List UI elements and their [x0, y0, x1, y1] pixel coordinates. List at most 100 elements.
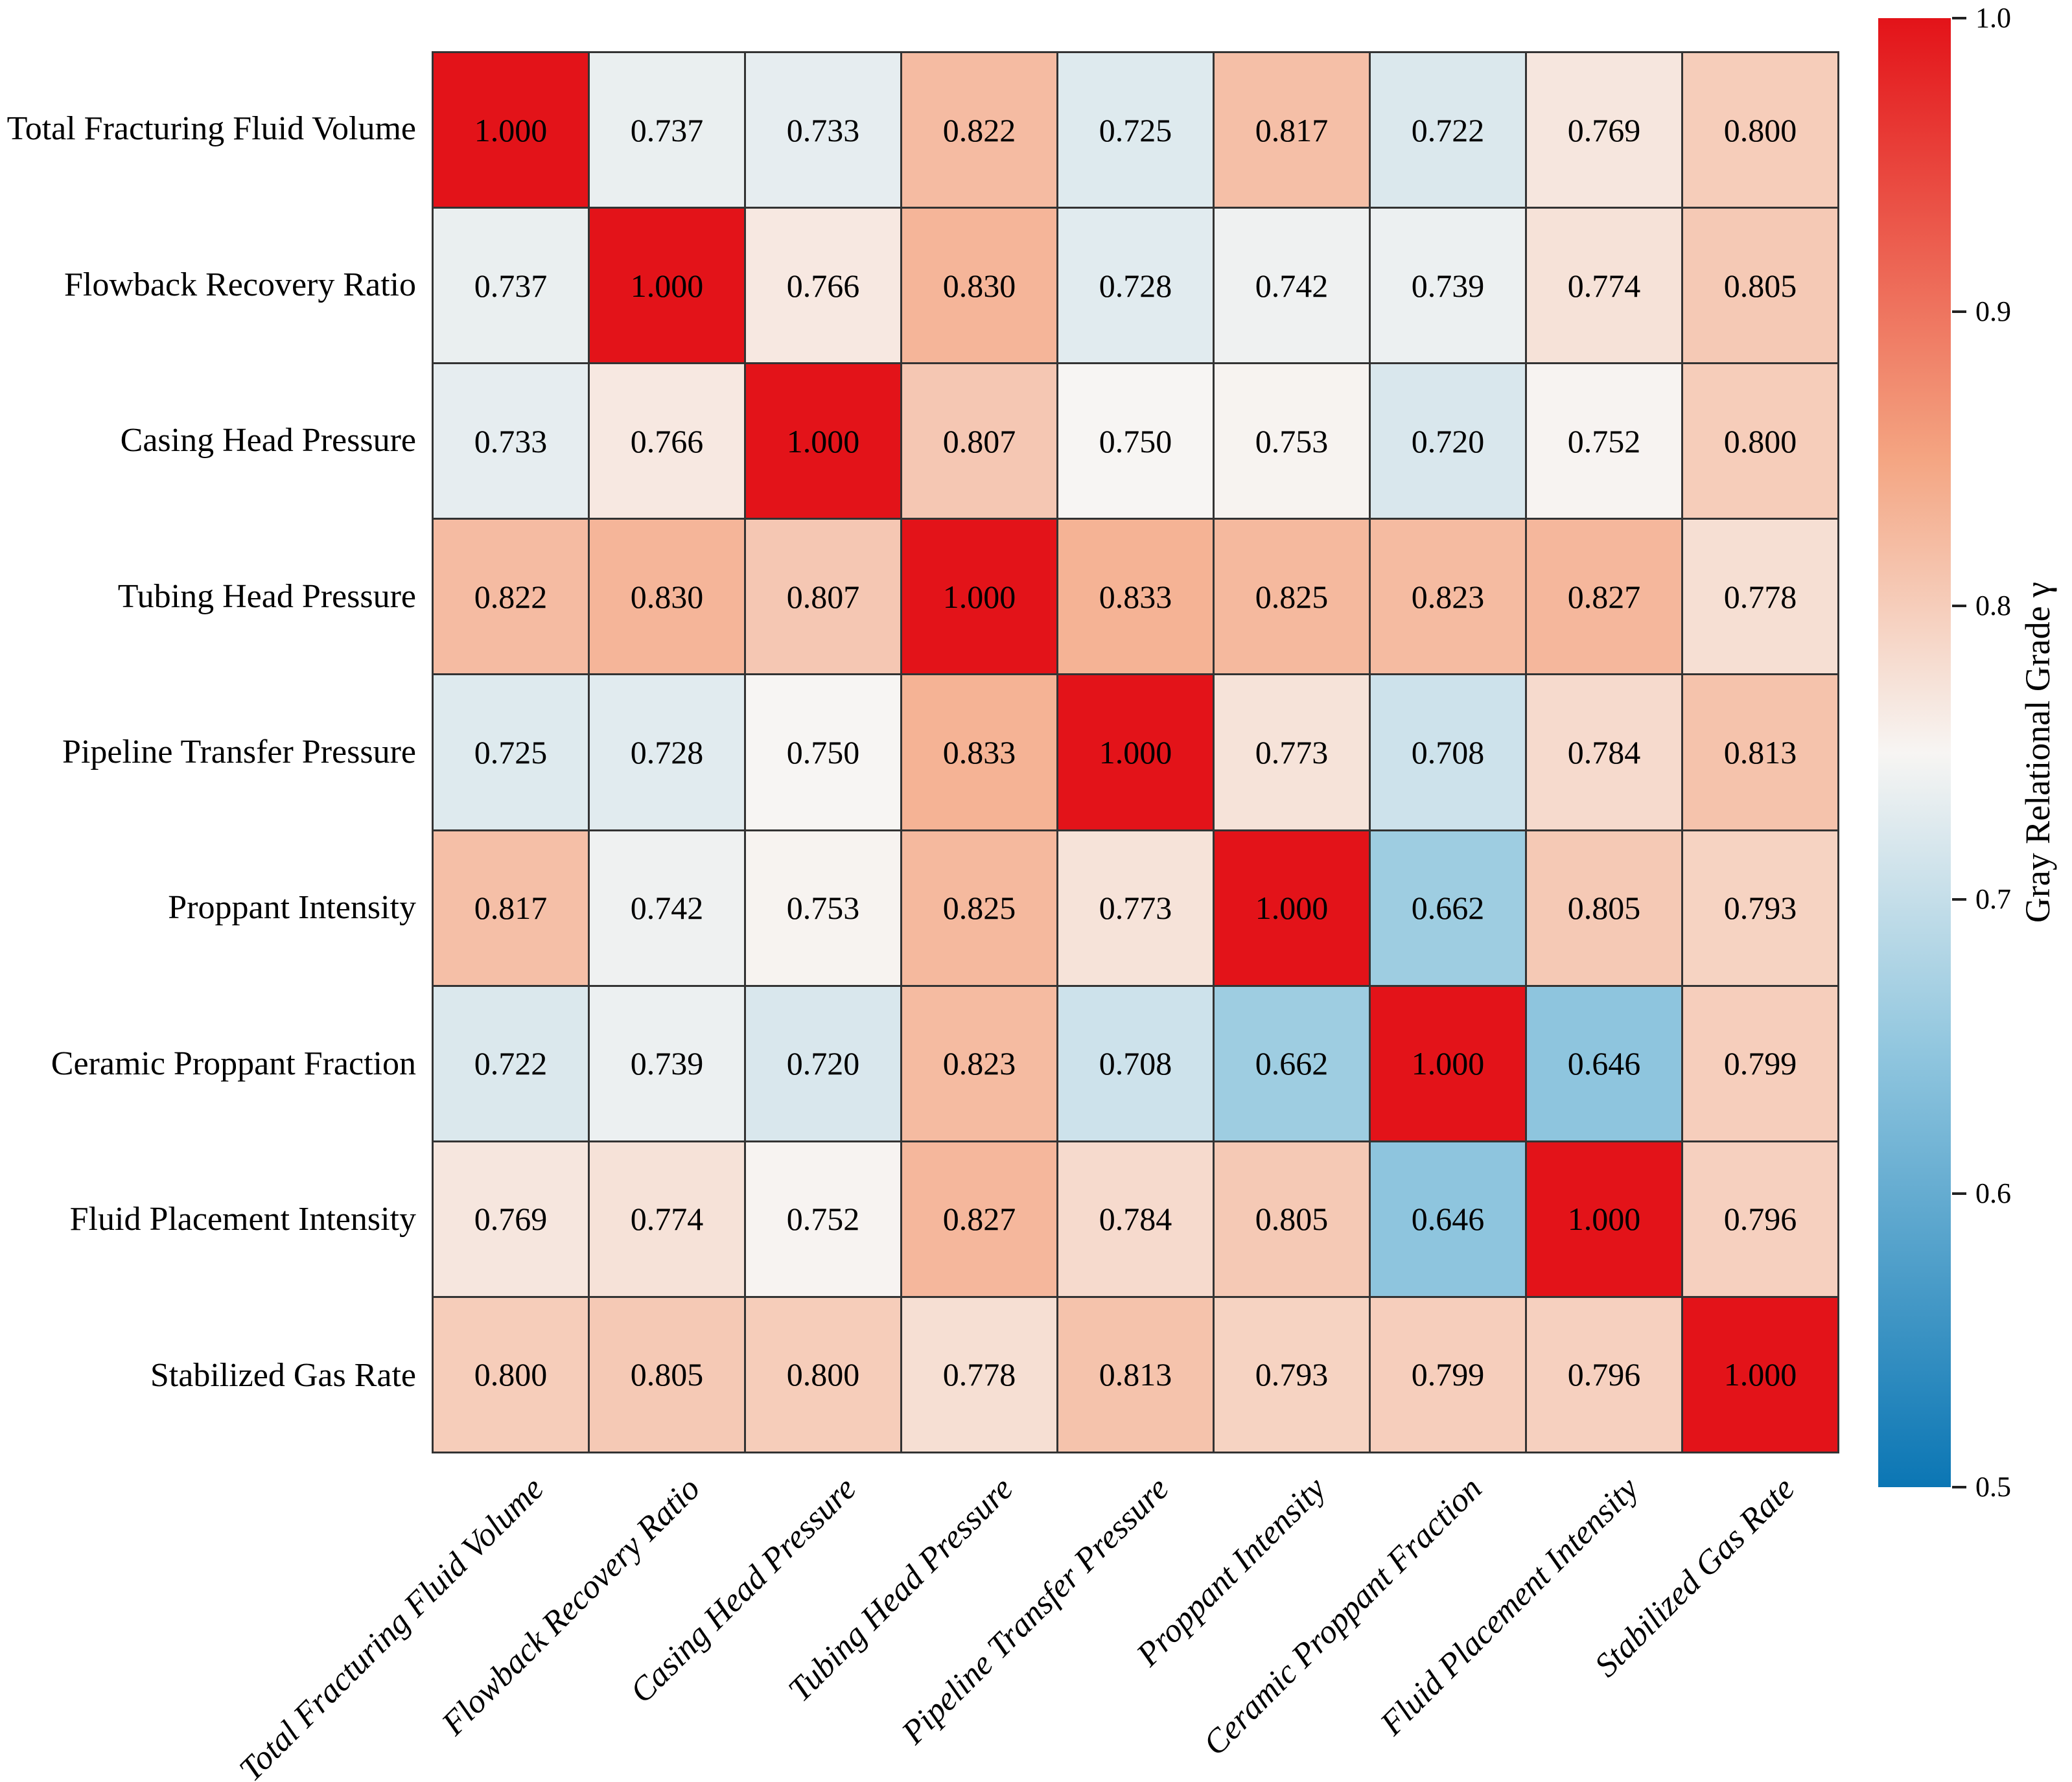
heatmap-cell: 1.000 [590, 209, 744, 363]
heatmap-cell: 0.793 [1683, 831, 1837, 985]
colorbar-tick-label: 1.0 [1975, 2, 2011, 34]
heatmap-cell: 1.000 [1371, 986, 1525, 1140]
heatmap-cell: 0.725 [434, 675, 588, 829]
heatmap-cell: 0.800 [1683, 53, 1837, 207]
heatmap-cell: 0.793 [1215, 1297, 1369, 1452]
heatmap-cell: 1.000 [434, 53, 588, 207]
heatmap-cell: 0.769 [1527, 53, 1681, 207]
heatmap-cell: 0.807 [902, 364, 1056, 518]
heatmap-cell: 1.000 [746, 364, 900, 518]
heatmap-cell: 0.830 [590, 520, 744, 674]
colorbar [1878, 18, 1951, 1487]
heatmap-cell: 0.662 [1371, 831, 1525, 985]
heatmap-cell: 0.805 [1683, 209, 1837, 363]
heatmap-cell: 0.720 [746, 986, 900, 1140]
heatmap-cell: 0.708 [1058, 986, 1213, 1140]
colorbar-tick-label: 0.9 [1975, 295, 2011, 328]
heatmap-cell: 0.817 [1215, 53, 1369, 207]
y-axis-label: Flowback Recovery Ratio [64, 266, 416, 303]
x-axis-label: Fluid Placement Intensity [1373, 1470, 1646, 1742]
heatmap-cell: 0.646 [1527, 986, 1681, 1140]
colorbar-tick-label: 0.6 [1975, 1177, 2011, 1209]
heatmap-cell: 1.000 [1058, 675, 1213, 829]
heatmap-cell: 0.774 [1527, 209, 1681, 363]
heatmap-grid: 1.000 0.737 0.733 0.822 0.725 0.817 0.722 0.769… [432, 51, 1839, 1453]
heatmap-cell: 0.728 [590, 675, 744, 829]
heatmap-cell: 0.784 [1058, 1142, 1213, 1296]
heatmap-cell: 0.742 [590, 831, 744, 985]
heatmap-cell: 0.800 [1683, 364, 1837, 518]
heatmap-cell: 0.722 [434, 986, 588, 1140]
y-axis-label: Tubing Head Pressure [117, 577, 416, 615]
heatmap-cell: 0.827 [1527, 520, 1681, 674]
heatmap-cell: 0.766 [746, 209, 900, 363]
heatmap-cell: 0.737 [434, 209, 588, 363]
heatmap-cell: 0.778 [902, 1297, 1056, 1452]
colorbar-tick-label: 0.7 [1975, 883, 2011, 916]
heatmap-cell: 0.752 [746, 1142, 900, 1296]
heatmap-cell: 0.823 [902, 986, 1056, 1140]
y-axis-label: Ceramic Proppant Fraction [51, 1045, 416, 1082]
heatmap-cell: 1.000 [1215, 831, 1369, 985]
heatmap-cell: 0.722 [1371, 53, 1525, 207]
heatmap-cell: 0.817 [434, 831, 588, 985]
colorbar-tick [1952, 310, 1966, 314]
colorbar-tick [1952, 1192, 1966, 1195]
heatmap-cell: 0.708 [1371, 675, 1525, 829]
heatmap-cell: 0.750 [1058, 364, 1213, 518]
y-axis-label: Proppant Intensity [168, 889, 416, 927]
heatmap-cell: 0.733 [434, 364, 588, 518]
x-axis-label: Ceramic Proppant Fraction [1196, 1470, 1489, 1763]
y-axis-label: Stabilized Gas Rate [150, 1356, 416, 1394]
heatmap-cell: 0.796 [1683, 1142, 1837, 1296]
heatmap-cell: 0.742 [1215, 209, 1369, 363]
colorbar-tick-label: 0.8 [1975, 589, 2011, 621]
heatmap-cell: 0.646 [1371, 1142, 1525, 1296]
heatmap-cell: 0.769 [434, 1142, 588, 1296]
colorbar-tick [1952, 898, 1966, 901]
colorbar-tick [1952, 604, 1966, 607]
colorbar-label-container: Gray Relational Grade γ [2014, 18, 2061, 1487]
heatmap-cell: 0.725 [1058, 53, 1213, 207]
y-axis-label: Fluid Placement Intensity [69, 1201, 416, 1238]
heatmap-cell: 0.733 [746, 53, 900, 207]
colorbar-label: Gray Relational Grade γ [2018, 582, 2057, 923]
heatmap-cell: 0.753 [746, 831, 900, 985]
x-axis-label: Total Fracturing Fluid Volume [232, 1470, 551, 1782]
x-axis-label: Flowback Recovery Ratio [434, 1470, 708, 1742]
heatmap-cell: 0.805 [1215, 1142, 1369, 1296]
heatmap-cell: 0.827 [902, 1142, 1056, 1296]
heatmap-cell: 0.739 [590, 986, 744, 1140]
heatmap-cell: 0.800 [746, 1297, 900, 1452]
heatmap-cell: 0.720 [1371, 364, 1525, 518]
heatmap-cell: 0.822 [434, 520, 588, 674]
heatmap-cell: 0.805 [590, 1297, 744, 1452]
heatmap-cell: 0.753 [1215, 364, 1369, 518]
heatmap-cell: 0.799 [1683, 986, 1837, 1140]
y-axis-label: Total Fracturing Fluid Volume [6, 110, 416, 148]
heatmap-cell: 0.728 [1058, 209, 1213, 363]
heatmap-cell: 0.813 [1683, 675, 1837, 829]
heatmap-cell: 0.833 [1058, 520, 1213, 674]
colorbar-tick [1952, 1486, 1966, 1488]
heatmap-cell: 0.833 [902, 675, 1056, 829]
x-axis-label: Pipeline Transfer Pressure [895, 1470, 1177, 1752]
heatmap-cell: 1.000 [902, 520, 1056, 674]
heatmap-cell: 0.774 [590, 1142, 744, 1296]
heatmap-cell: 0.662 [1215, 986, 1369, 1140]
heatmap-cell: 0.830 [902, 209, 1056, 363]
heatmap-cell: 0.778 [1683, 520, 1837, 674]
colorbar-tick-label: 0.5 [1975, 1471, 2011, 1503]
heatmap-cell: 0.823 [1371, 520, 1525, 674]
heatmap-cell: 0.822 [902, 53, 1056, 207]
colorbar-tick [1952, 17, 1966, 19]
heatmap-cell: 0.800 [434, 1297, 588, 1452]
heatmap-cell: 0.799 [1371, 1297, 1525, 1452]
heatmap-cell: 0.752 [1527, 364, 1681, 518]
heatmap-cell: 0.796 [1527, 1297, 1681, 1452]
heatmap-cell: 0.773 [1058, 831, 1213, 985]
heatmap-cell: 0.737 [590, 53, 744, 207]
heatmap-cell: 1.000 [1683, 1297, 1837, 1452]
heatmap-cell: 0.825 [1215, 520, 1369, 674]
